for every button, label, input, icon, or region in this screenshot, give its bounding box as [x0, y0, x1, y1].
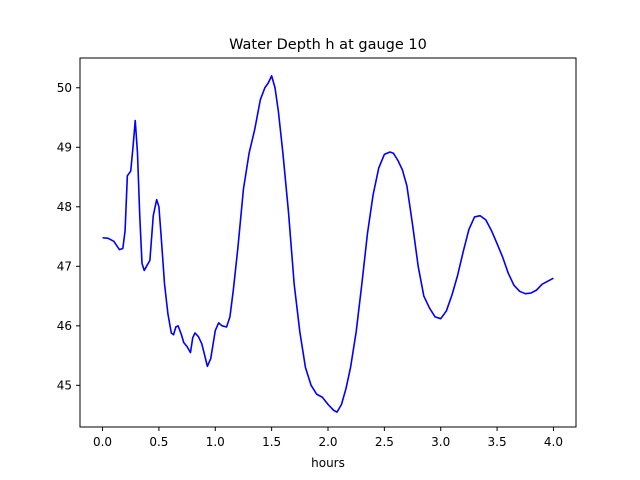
y-axis: 45 46 47 48 49 50	[57, 81, 80, 392]
x-axis-label: hours	[311, 456, 345, 470]
x-tick-label: 1.0	[206, 435, 225, 449]
x-tick-label: 1.5	[262, 435, 281, 449]
x-axis: 0.0 0.5 1.0 1.5 2.0 2.5 3.0 3.5 4.0	[93, 427, 563, 449]
y-tick-label: 49	[57, 140, 72, 154]
x-tick-label: 0.0	[93, 435, 112, 449]
x-tick-label: 0.5	[149, 435, 168, 449]
x-tick-label: 2.0	[318, 435, 337, 449]
y-tick-label: 48	[57, 200, 72, 214]
chart-title: Water Depth h at gauge 10	[229, 37, 427, 53]
x-tick-label: 2.5	[375, 435, 394, 449]
x-tick-label: 3.5	[488, 435, 507, 449]
x-tick-label: 4.0	[544, 435, 563, 449]
x-tick-label: 3.0	[431, 435, 450, 449]
y-tick-label: 50	[57, 81, 72, 95]
series-line-0	[102, 75, 554, 413]
plot-frame	[79, 57, 577, 428]
y-tick-label: 47	[57, 259, 72, 273]
y-tick-label: 46	[57, 319, 72, 333]
plot-area	[102, 75, 554, 413]
y-tick-label: 45	[57, 378, 72, 392]
